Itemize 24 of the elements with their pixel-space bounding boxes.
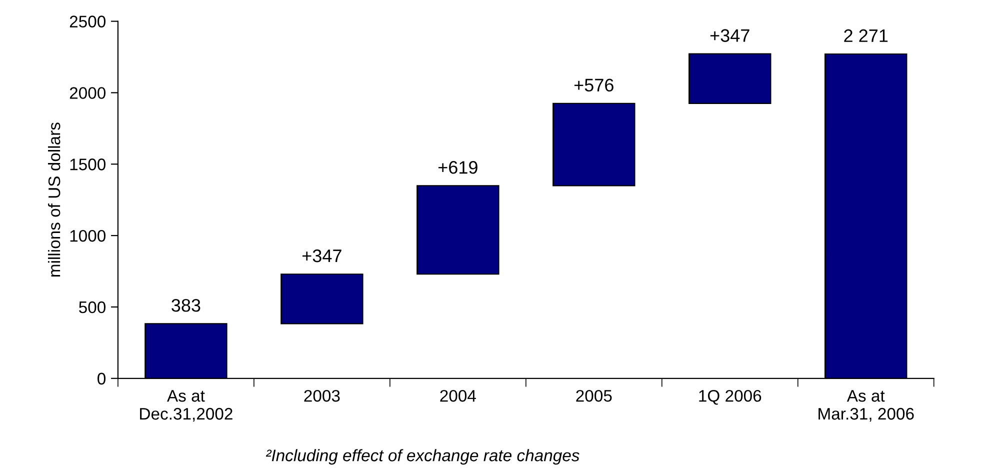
- bar: [416, 185, 500, 275]
- y-tick-label: 2000: [70, 87, 106, 99]
- y-tick-label: 1000: [70, 230, 106, 242]
- x-tick-label: 1Q 2006: [699, 390, 762, 405]
- y-tick-label: 2500: [70, 16, 106, 28]
- data-label: +347: [710, 29, 750, 42]
- bar: [552, 102, 636, 186]
- y-tick-label: 0: [98, 372, 106, 385]
- data-label: +576: [574, 78, 614, 92]
- text: ²Including effect of exchange rate changes: [266, 449, 580, 465]
- x-tick-label: As at Dec.31,2002: [140, 390, 232, 422]
- y-axis-title: millions of US dollars: [48, 122, 60, 277]
- bar: [280, 274, 364, 324]
- data-label: +347: [302, 249, 342, 262]
- bar: [688, 53, 772, 104]
- y-tick-label: 1500: [70, 158, 106, 170]
- y-tick-label: 500: [79, 301, 106, 314]
- data-label: 383: [172, 299, 200, 312]
- data-label: 2 271: [844, 29, 888, 42]
- x-tick-label: 2005: [576, 390, 612, 402]
- data-label: +619: [438, 161, 478, 174]
- x-tick-label: 2004: [440, 390, 476, 402]
- x-tick-label: As at Mar.31, 2006: [818, 390, 914, 422]
- x-tick-label: 2003: [304, 390, 340, 402]
